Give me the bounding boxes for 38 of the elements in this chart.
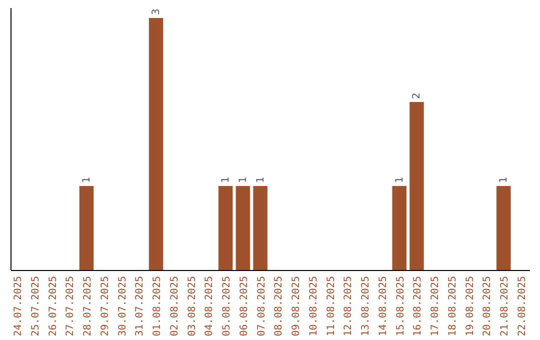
data-label: 1 bbox=[255, 176, 266, 183]
x-tick-label: 03.08.2025 bbox=[186, 276, 198, 336]
x-tick-label: 12.08.2025 bbox=[343, 276, 354, 336]
x-tick-label: 09.08.2025 bbox=[291, 276, 302, 336]
x-tick-label: 30.07.2025 bbox=[117, 276, 128, 336]
x-tick-label: 26.07.2025 bbox=[48, 276, 59, 336]
data-label: 3 bbox=[151, 8, 162, 15]
x-tick-label: 29.07.2025 bbox=[100, 276, 111, 336]
x-tick-label: 06.08.2025 bbox=[238, 276, 250, 336]
x-tick-label: 20.08.2025 bbox=[482, 276, 494, 336]
x-tick-label: 19.08.2025 bbox=[464, 276, 476, 336]
x-tick-label: 18.08.2025 bbox=[447, 276, 458, 336]
x-tick-label: 17.08.2025 bbox=[430, 276, 442, 336]
x-tick-label: 16.08.2025 bbox=[412, 276, 424, 336]
x-tick-label: 01.08.2025 bbox=[152, 276, 164, 336]
x-tick-label: 14.08.2025 bbox=[378, 276, 389, 336]
x-tick-label: 22.08.2025 bbox=[517, 276, 528, 336]
x-tick-label: 05.08.2025 bbox=[222, 276, 233, 336]
x-tick-label: 08.08.2025 bbox=[274, 276, 285, 336]
x-tick-label: 27.07.2025 bbox=[65, 276, 76, 336]
x-tick-label: 15.08.2025 bbox=[395, 276, 406, 336]
data-label: 1 bbox=[238, 176, 249, 183]
x-tick-label: 04.08.2025 bbox=[204, 276, 216, 336]
data-label: 1 bbox=[82, 176, 93, 183]
x-tick-label: 31.07.2025 bbox=[134, 276, 146, 336]
x-tick-label: 10.08.2025 bbox=[308, 276, 320, 336]
x-tick-label: 25.07.2025 bbox=[30, 276, 42, 336]
data-label: 1 bbox=[394, 176, 406, 183]
x-tick-label: 28.07.2025 bbox=[82, 276, 94, 336]
x-tick-label: 24.07.2025 bbox=[12, 276, 24, 336]
data-label: 2 bbox=[412, 92, 423, 99]
x-tick-label: 11.08.2025 bbox=[326, 276, 337, 336]
x-tick-label: 21.08.2025 bbox=[500, 276, 511, 336]
data-label: 1 bbox=[498, 176, 510, 183]
x-tick-label: 02.08.2025 bbox=[169, 276, 180, 336]
data-label: 1 bbox=[220, 176, 232, 183]
x-tick-label: 13.08.2025 bbox=[360, 276, 372, 336]
x-tick-label: 07.08.2025 bbox=[256, 276, 268, 336]
